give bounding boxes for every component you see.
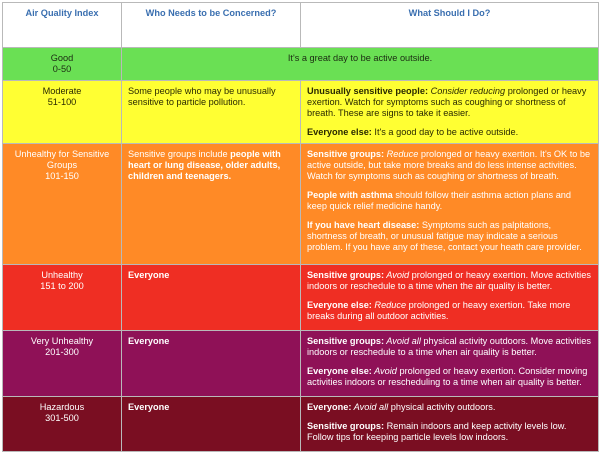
who-very-unhealthy: Everyone <box>121 330 301 397</box>
range-label: 51-100 <box>47 97 77 107</box>
advice-paragraph: Sensitive groups: Avoid all physical act… <box>307 336 591 357</box>
level-good: Good 0-50 <box>2 47 122 81</box>
advice-paragraph: Everyone else: It's a good day to be act… <box>307 127 519 137</box>
level-very-unhealthy: Very Unhealthy 201-300 <box>2 330 122 397</box>
category-label: Very Unhealthy <box>30 336 94 346</box>
advice-paragraph: Sensitive groups: Avoid prolonged or hea… <box>307 270 591 291</box>
range-label: 301-500 <box>45 413 79 423</box>
range-label: 101-150 <box>45 171 79 181</box>
level-hazardous: Hazardous 301-500 <box>2 396 122 452</box>
category-label: Unhealthy for Sensitive Groups <box>14 149 110 170</box>
row-unhealthy: Unhealthy 151 to 200 Everyone Sensitive … <box>2 264 599 331</box>
header-row: Air Quality Index Who Needs to be Concer… <box>2 2 599 48</box>
message-good: It's a great day to be active outside. <box>121 47 599 81</box>
advice-paragraph: Unusually sensitive people: Consider red… <box>307 86 587 118</box>
advice-paragraph: If you have heart disease: Symptoms such… <box>307 220 582 252</box>
category-label: Unhealthy <box>41 270 83 280</box>
who-unhealthy: Everyone <box>121 264 301 331</box>
row-good: Good 0-50 It's a great day to be active … <box>2 47 599 81</box>
level-unhealthy: Unhealthy 151 to 200 <box>2 264 122 331</box>
header-aqi: Air Quality Index <box>2 2 122 48</box>
who-unhealthy-sensitive: Sensitive groups include people with hea… <box>121 143 301 265</box>
advice-moderate: Unusually sensitive people: Consider red… <box>300 80 599 144</box>
category-label: Moderate <box>42 86 82 96</box>
range-label: 0-50 <box>52 64 72 74</box>
level-unhealthy-sensitive: Unhealthy for Sensitive Groups 101-150 <box>2 143 122 265</box>
advice-hazardous: Everyone: Avoid all physical activity ou… <box>300 396 599 452</box>
advice-paragraph: Everyone: Avoid all physical activity ou… <box>307 402 496 412</box>
range-label: 201-300 <box>45 347 79 357</box>
advice-paragraph: Sensitive groups: Reduce prolonged or he… <box>307 149 591 181</box>
who-moderate: Some people who may be unusually sensiti… <box>121 80 301 144</box>
row-very-unhealthy: Very Unhealthy 201-300 Everyone Sensitiv… <box>2 330 599 397</box>
advice-paragraph: People with asthma should follow their a… <box>307 190 572 211</box>
advice-paragraph: Everyone else: Avoid prolonged or heavy … <box>307 366 588 387</box>
advice-unhealthy-sensitive: Sensitive groups: Reduce prolonged or he… <box>300 143 599 265</box>
advice-unhealthy: Sensitive groups: Avoid prolonged or hea… <box>300 264 599 331</box>
advice-very-unhealthy: Sensitive groups: Avoid all physical act… <box>300 330 599 397</box>
header-who: Who Needs to be Concerned? <box>121 2 301 48</box>
level-moderate: Moderate 51-100 <box>2 80 122 144</box>
category-label: Good <box>50 53 74 63</box>
header-what: What Should I Do? <box>300 2 599 48</box>
who-hazardous: Everyone <box>121 396 301 452</box>
advice-paragraph: Everyone else: Reduce prolonged or heavy… <box>307 300 571 321</box>
row-unhealthy-sensitive: Unhealthy for Sensitive Groups 101-150 S… <box>2 143 599 265</box>
advice-paragraph: Sensitive groups: Remain indoors and kee… <box>307 421 567 442</box>
range-label: 151 to 200 <box>40 281 84 291</box>
row-hazardous: Hazardous 301-500 Everyone Everyone: Avo… <box>2 396 599 452</box>
category-label: Hazardous <box>39 402 85 412</box>
row-moderate: Moderate 51-100 Some people who may be u… <box>2 80 599 144</box>
